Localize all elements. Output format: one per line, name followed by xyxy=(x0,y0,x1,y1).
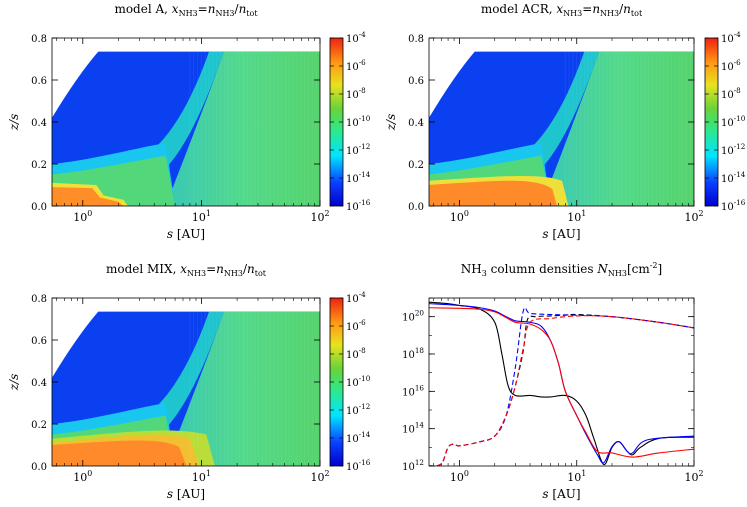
x-tick-label: 100 xyxy=(73,209,92,224)
y-tick-label: 0.8 xyxy=(31,294,47,305)
y-tick-label: 1018 xyxy=(402,346,424,361)
colorbar-tick-label: 10-14 xyxy=(721,170,746,185)
x-tick-label: 101 xyxy=(192,469,211,484)
series-line-3 xyxy=(429,303,694,464)
y-tick-label: 1014 xyxy=(402,421,424,436)
x-tick-label: 101 xyxy=(192,209,211,224)
panel-2: 100 101 102 0.0 0.2 0.4 0.6 0.8 s [AU] z/s 10-4 10-… xyxy=(384,2,746,241)
colorbar-tick-label: 10-16 xyxy=(346,198,371,213)
colorbar-tick-label: 10-8 xyxy=(346,346,366,361)
x-tick-label: 100 xyxy=(450,209,469,224)
colorbar-tick-label: 10-16 xyxy=(721,198,746,213)
colorbar-tick-label: 10-12 xyxy=(346,402,370,417)
colorbar-tick-label: 10-10 xyxy=(346,374,371,389)
y-tick-label: 0.0 xyxy=(31,202,47,213)
y-tick-label: 1020 xyxy=(402,309,424,324)
colorbar-tick-label: 10-4 xyxy=(346,290,366,305)
x-tick-label: 102 xyxy=(310,209,329,224)
x-tick-label: 102 xyxy=(684,209,703,224)
abundance-field xyxy=(52,311,320,466)
transition-band xyxy=(148,311,226,429)
y-tick-label: 0.2 xyxy=(408,160,424,171)
colorbar-tick-label: 10-16 xyxy=(346,458,371,473)
y-tick-label: 0.8 xyxy=(31,34,47,45)
colorbar-tick-label: 10-12 xyxy=(346,142,370,157)
x-axis-label: s [AU] xyxy=(167,227,205,241)
y-tick-label: 0.6 xyxy=(31,76,47,87)
heatmap-field xyxy=(52,38,320,206)
heatmap-field xyxy=(52,298,320,466)
y-tick-label: 0.2 xyxy=(31,160,47,171)
panel-4: 100 101 102 1012 1014 1016 1018 1020 s [AU] NH3 c… xyxy=(402,261,703,501)
y-tick-label: 0.6 xyxy=(408,76,424,87)
x-tick-label: 101 xyxy=(567,469,586,484)
panel-title: model ACR, xNH3=nNH3/ntot xyxy=(481,2,643,18)
plot-frame xyxy=(428,297,695,467)
panel-title: model MIX, xNH3=nNH3/ntot xyxy=(106,262,267,278)
series-line-2 xyxy=(429,313,694,466)
warm-region-2 xyxy=(52,187,124,206)
colorbar-tick-label: 10-8 xyxy=(721,86,741,101)
x-tick-label: 102 xyxy=(310,469,329,484)
colorbar-tick-label: 10-6 xyxy=(346,58,366,73)
panel-1: 100 101 102 0.0 0.2 0.4 0.6 0.8 s [AU] z/s 10-4 10-… xyxy=(7,2,371,241)
x-tick-label: 101 xyxy=(567,209,586,224)
colorbar-tick-label: 10-14 xyxy=(346,170,371,185)
heatmap-field xyxy=(429,38,694,206)
y-axis-label: z/s xyxy=(384,114,398,132)
colorbar-tick-label: 10-10 xyxy=(721,114,746,129)
y-tick-label: 0.8 xyxy=(408,34,424,45)
line-area xyxy=(429,301,694,466)
colorbar-tick-label: 10-12 xyxy=(721,142,745,157)
x-axis-label: s [AU] xyxy=(542,227,580,241)
y-axis-label: z/s xyxy=(7,374,21,392)
transition-band xyxy=(148,51,226,169)
panel-title: model A, xNH3=nNH3/ntot xyxy=(114,2,258,18)
colorbar-tick-label: 10-4 xyxy=(346,30,366,45)
x-tick-label: 100 xyxy=(73,469,92,484)
x-tick-label: 102 xyxy=(684,469,703,484)
series-line-6 xyxy=(429,315,694,466)
y-tick-label: 0.0 xyxy=(408,202,424,213)
y-tick-label: 0.6 xyxy=(31,336,47,347)
colorbar-tick-label: 10-14 xyxy=(346,430,371,445)
colorbar-tick-label: 10-10 xyxy=(346,114,371,129)
outer-green-region xyxy=(165,51,320,206)
series-line-4 xyxy=(429,307,694,466)
warm-region-3 xyxy=(52,440,187,466)
colorbar-tick-label: 10-6 xyxy=(721,58,741,73)
colorbar-tick-label: 10-8 xyxy=(346,86,366,101)
panel-3: 100 101 102 0.0 0.2 0.4 0.6 0.8 s [AU] z/s 10-4 10-… xyxy=(7,262,371,501)
y-tick-label: 0.0 xyxy=(31,462,47,473)
x-tick-label: 100 xyxy=(450,469,469,484)
colorbar-tick-label: 10-4 xyxy=(721,30,741,45)
x-axis-label: s [AU] xyxy=(542,487,580,501)
y-tick-label: 0.4 xyxy=(408,118,424,129)
y-tick-label: 1012 xyxy=(402,458,424,473)
y-tick-label: 1016 xyxy=(402,383,424,398)
transition-band xyxy=(524,51,601,169)
series-line-1 xyxy=(429,301,694,466)
x-axis-label: s [AU] xyxy=(167,487,205,501)
y-axis-label: z/s xyxy=(7,114,21,132)
colorbar-tick-label: 10-6 xyxy=(346,318,366,333)
panel-title: NH3 column densities NNH3[cm-2] xyxy=(461,261,662,278)
series-line-5 xyxy=(429,307,694,458)
y-tick-label: 0.4 xyxy=(31,378,47,389)
y-tick-label: 0.4 xyxy=(31,118,47,129)
outer-green-region xyxy=(541,51,694,206)
outer-green-region xyxy=(165,311,320,466)
warm-region-2 xyxy=(429,180,558,206)
abundance-field xyxy=(52,51,320,206)
y-tick-label: 0.2 xyxy=(31,420,47,431)
abundance-field xyxy=(429,51,694,206)
